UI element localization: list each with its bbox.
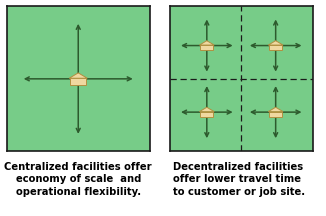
Text: Centralized facilities offer
economy of scale  and
operational flexibility.: Centralized facilities offer economy of … [5,162,152,197]
Polygon shape [200,107,214,112]
Text: Decentralized facilities
offer lower travel time
to customer or job site.: Decentralized facilities offer lower tra… [173,162,305,197]
Polygon shape [200,41,214,45]
Bar [70,78,86,85]
Bar [200,45,213,51]
Bar [269,112,282,117]
Polygon shape [268,107,283,112]
Bar [269,45,282,51]
Bar [200,112,213,117]
Polygon shape [268,41,283,45]
Polygon shape [69,73,87,78]
